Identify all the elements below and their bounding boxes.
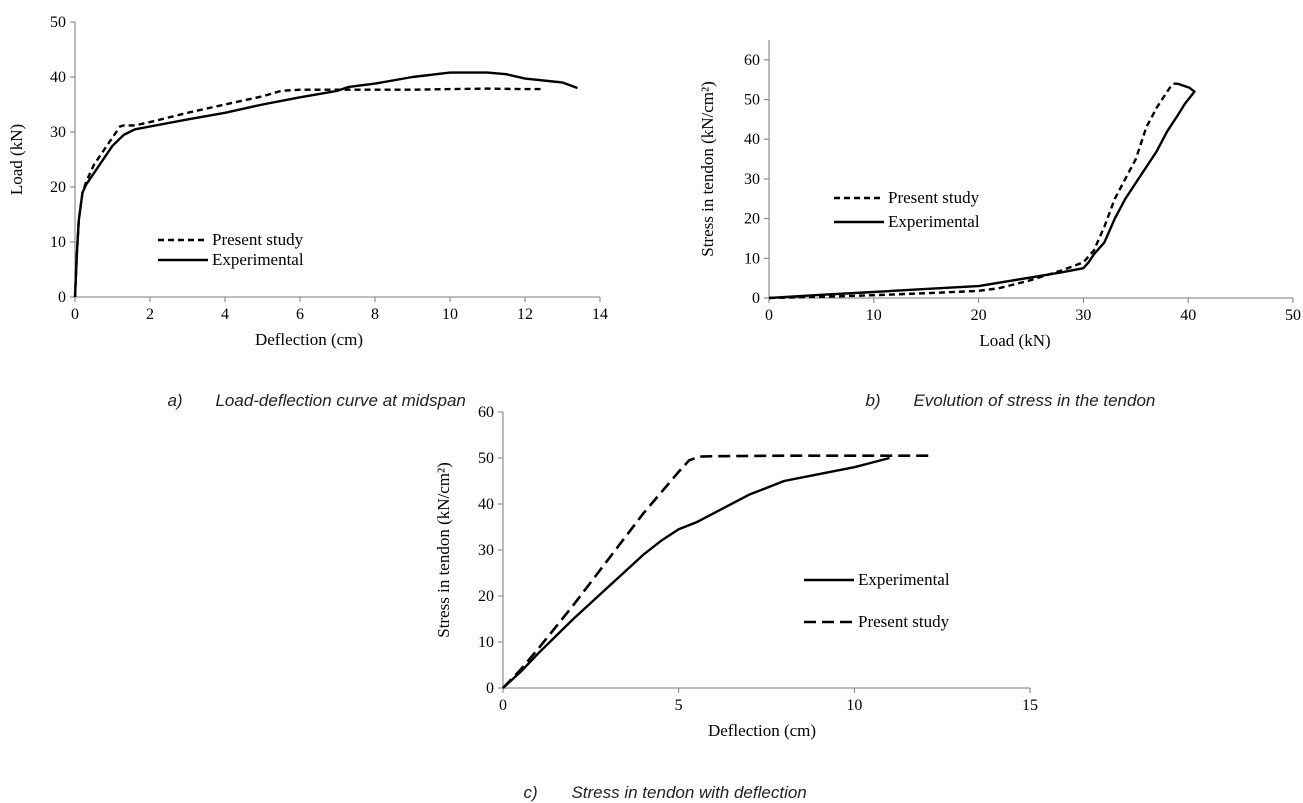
chart-a-x-tick-label: 12	[517, 306, 533, 323]
chart-a-y-tick-label: 20	[50, 179, 66, 196]
chart-a-y-title: Load (kN)	[7, 124, 26, 195]
chart-c-x-tick-label: 0	[499, 697, 507, 714]
caption-b: b) Evolution of stress in the tendon	[856, 371, 1155, 411]
chart-c-y-tick-label: 30	[478, 542, 494, 559]
chart-b-y-tick-label: 0	[752, 290, 760, 307]
chart-c-y-tick-label: 40	[478, 496, 494, 513]
caption-a-letter: a)	[167, 391, 183, 410]
chart-b-series-experimental	[768, 82, 1196, 300]
chart-b-legend-label: Experimental	[888, 212, 980, 231]
chart-a-y-tick-label: 50	[50, 14, 66, 31]
chart-b-x-title: Load (kN)	[979, 331, 1050, 350]
chart-c-x-tick-label: 10	[846, 697, 862, 714]
caption-b-letter: b)	[865, 391, 881, 410]
chart-a-x-title: Deflection (cm)	[255, 330, 363, 349]
chart-a-x-tick-label: 6	[296, 306, 304, 323]
chart-c-legend-label: Experimental	[858, 570, 950, 589]
chart-b-x-tick-label: 0	[765, 307, 773, 324]
caption-b-text: Evolution of stress in the tendon	[913, 391, 1156, 410]
chart-b-x-tick-label: 30	[1075, 307, 1091, 324]
chart-c-series-experimental	[502, 456, 890, 689]
caption-a: a) Load-deflection curve at midspan	[158, 371, 466, 411]
chart-a-x-tick-label: 0	[71, 306, 79, 323]
chart-b-y-tick-label: 40	[744, 131, 760, 148]
chart-a-x-tick-label: 14	[592, 306, 608, 323]
chart-b-y-tick-label: 50	[744, 92, 760, 109]
caption-c: c) Stress in tendon with deflection	[514, 763, 806, 803]
chart-c-y-tick-label: 0	[486, 680, 494, 697]
chart-b-y-tick-label: 30	[744, 171, 760, 188]
chart-b-y-tick-label: 10	[744, 250, 760, 267]
chart-b-x-tick-label: 10	[866, 307, 882, 324]
chart-c-y-tick-label: 60	[478, 404, 494, 421]
chart-a-series-experimental	[73, 71, 578, 298]
chart-a-y-tick-label: 30	[50, 124, 66, 141]
chart-c-x-tick-label: 15	[1022, 697, 1038, 714]
chart-b-x-tick-label: 40	[1180, 307, 1196, 324]
chart-a-legend-label: Experimental	[212, 250, 304, 269]
chart-c-legend-label: Present study	[858, 612, 950, 631]
chart-b-legend-label: Present study	[888, 188, 980, 207]
chart-a-legend-label: Present study	[212, 230, 304, 249]
chart-c-series-present-study	[502, 454, 932, 689]
chart-a-series-present-study	[73, 87, 544, 298]
chart-b-x-tick-label: 50	[1285, 307, 1301, 324]
chart-c-x-title: Deflection (cm)	[708, 721, 816, 740]
chart-c-y-tick-label: 20	[478, 588, 494, 605]
chart-a-x-tick-label: 10	[442, 306, 458, 323]
chart-a-x-tick-label: 4	[221, 306, 229, 323]
chart-b-x-tick-label: 20	[971, 307, 987, 324]
chart-stress-load: 0 10 20 30 40 50 0 10 20 30 40 50 60 Load (kN) Stress …	[698, 40, 1301, 350]
chart-c-x-tick-label: 5	[675, 697, 683, 714]
caption-c-letter: c)	[523, 783, 538, 802]
chart-b-y-tick-label: 60	[744, 52, 760, 69]
chart-b-y-title: Stress in tendon (kN/cm²)	[698, 81, 717, 257]
chart-a-y-tick-label: 10	[50, 234, 66, 251]
chart-c-y-title: Stress in tendon (kN/cm²)	[434, 462, 453, 638]
chart-a-y-tick-label: 40	[50, 69, 66, 86]
chart-c-y-tick-label: 50	[478, 450, 494, 467]
chart-a-x-tick-label: 8	[371, 306, 379, 323]
caption-a-text: Load-deflection curve at midspan	[215, 391, 466, 410]
chart-b-y-tick-label: 20	[744, 211, 760, 228]
chart-load-deflection: 0 2 4 6 8 10 12 14 0 10 20 30 40 50 Deflection (cm) Loa…	[7, 14, 608, 349]
chart-b-series-present-study	[768, 83, 1174, 300]
chart-a-x-tick-label: 2	[146, 306, 154, 323]
chart-c-y-tick-label: 10	[478, 634, 494, 651]
chart-a-y-tick-label: 0	[58, 289, 66, 306]
chart-stress-deflection: 0 5 10 15 0 10 20 30 40 50 60 Deflection (cm) Stress…	[434, 404, 1038, 740]
